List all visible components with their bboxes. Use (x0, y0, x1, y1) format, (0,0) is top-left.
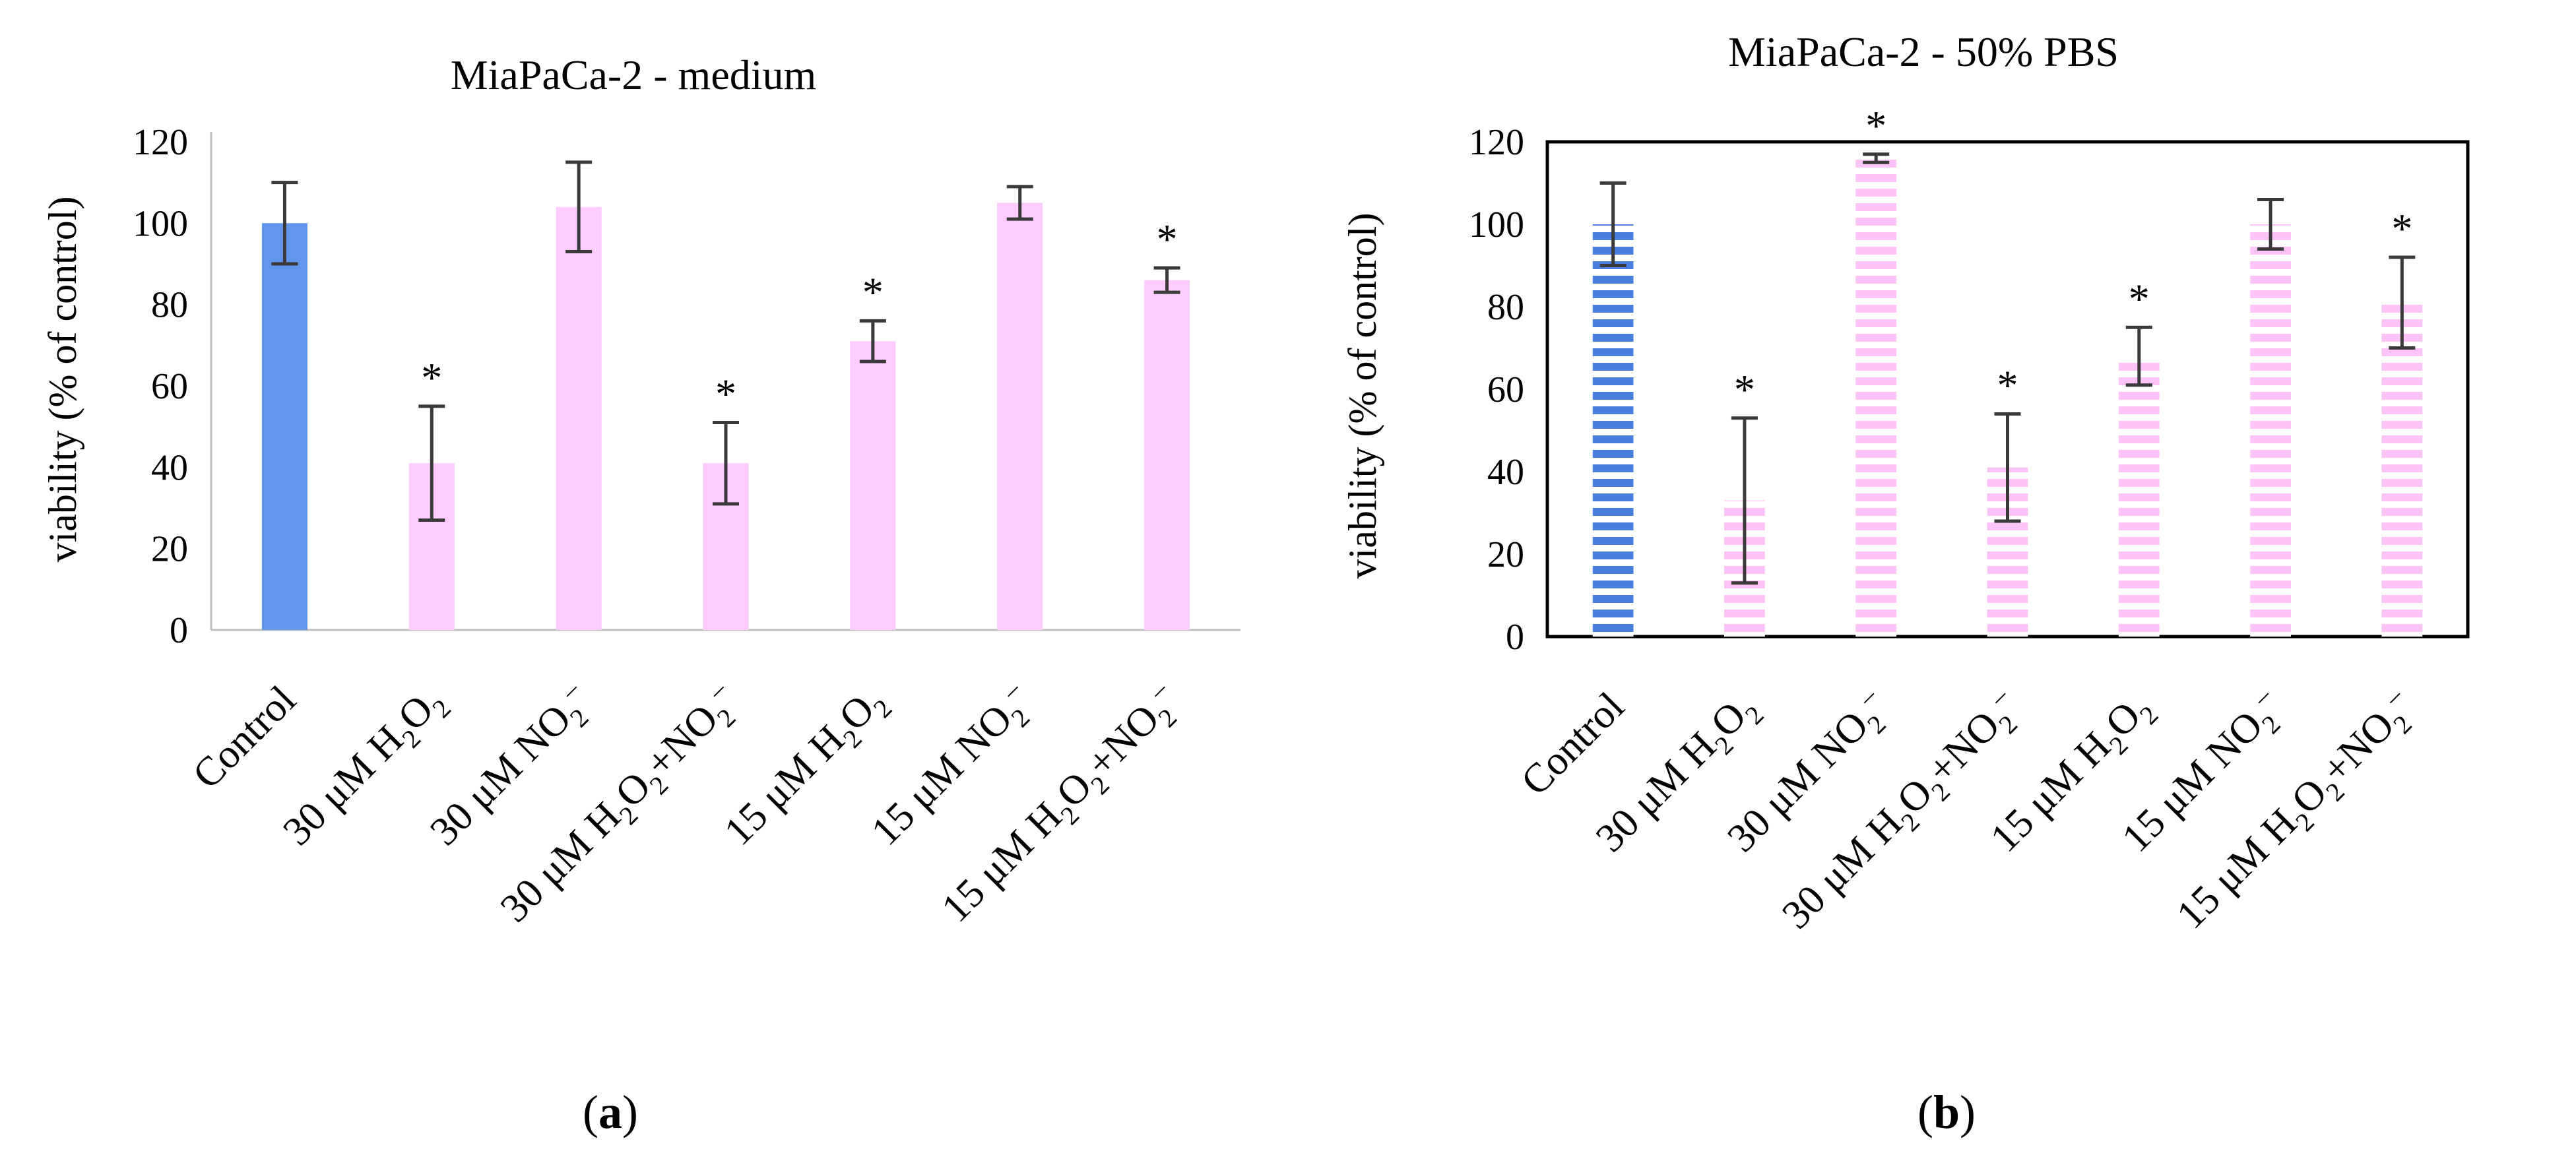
significance-marker: * (2129, 275, 2150, 322)
bar (997, 203, 1043, 630)
y-axis-label: viability (% of control) (1341, 213, 1384, 579)
category-label: Control (1512, 684, 1632, 804)
bar (1855, 158, 1897, 637)
y-tick-label: 80 (151, 285, 188, 326)
category-label: 30 μM H2O2+NO2– (1771, 681, 2033, 943)
panel-label: (a) (583, 1086, 638, 1139)
y-tick-label: 100 (1469, 204, 1524, 245)
significance-marker: * (1734, 366, 1755, 413)
bar (1592, 224, 1634, 637)
y-tick-label: 0 (170, 610, 188, 651)
panel-label: (b) (1917, 1086, 1976, 1139)
y-tick-label: 60 (151, 366, 188, 407)
y-tick-label: 40 (1487, 452, 1524, 493)
significance-marker: * (715, 371, 736, 418)
bar (556, 206, 602, 631)
y-axis-label: viability (% of control) (41, 197, 84, 563)
significance-marker: * (1997, 362, 2018, 409)
chart-title: MiaPaCa-2 - medium (451, 51, 817, 98)
panel-label-letter: a (598, 1086, 622, 1139)
category-label: 30 μM H2O2+NO2– (489, 674, 751, 936)
significance-marker: * (1157, 216, 1178, 263)
category-label: Control (184, 677, 304, 798)
y-tick-label: 120 (133, 122, 188, 163)
y-tick-label: 20 (151, 529, 188, 570)
bar (2118, 356, 2160, 637)
bar (2250, 224, 2291, 637)
y-tick-label: 0 (1506, 617, 1524, 658)
chart-panel-a: MiaPaCa-2 - medium viability (% of contr… (41, 51, 1240, 1139)
significance-marker: * (862, 268, 884, 315)
category-label: 30 μM H2O2 (274, 677, 457, 860)
bar (261, 223, 307, 630)
chart-panel-b: MiaPaCa-2 - 50% PBS viability (% of cont… (1341, 28, 2470, 1139)
panel-label-letter: b (1933, 1086, 1960, 1139)
significance-marker: * (1865, 102, 1886, 149)
y-tick-label: 80 (1487, 287, 1524, 328)
category-label: 15 μM H2O2+NO2– (930, 674, 1192, 936)
bar (1144, 280, 1190, 631)
bar (2381, 302, 2423, 637)
category-label: 15 μM H2O2 (716, 677, 898, 860)
bar (850, 341, 896, 630)
significance-marker: * (421, 354, 442, 401)
y-tick-label: 40 (151, 447, 188, 488)
y-tick-label: 20 (1487, 534, 1524, 575)
significance-marker: * (2391, 205, 2412, 252)
y-tick-label: 60 (1487, 369, 1524, 410)
chart-title: MiaPaCa-2 - 50% PBS (1728, 28, 2119, 75)
category-label: 15 μM H2O2+NO2– (2166, 681, 2428, 943)
y-tick-label: 100 (133, 203, 188, 244)
y-tick-label: 120 (1469, 122, 1524, 163)
